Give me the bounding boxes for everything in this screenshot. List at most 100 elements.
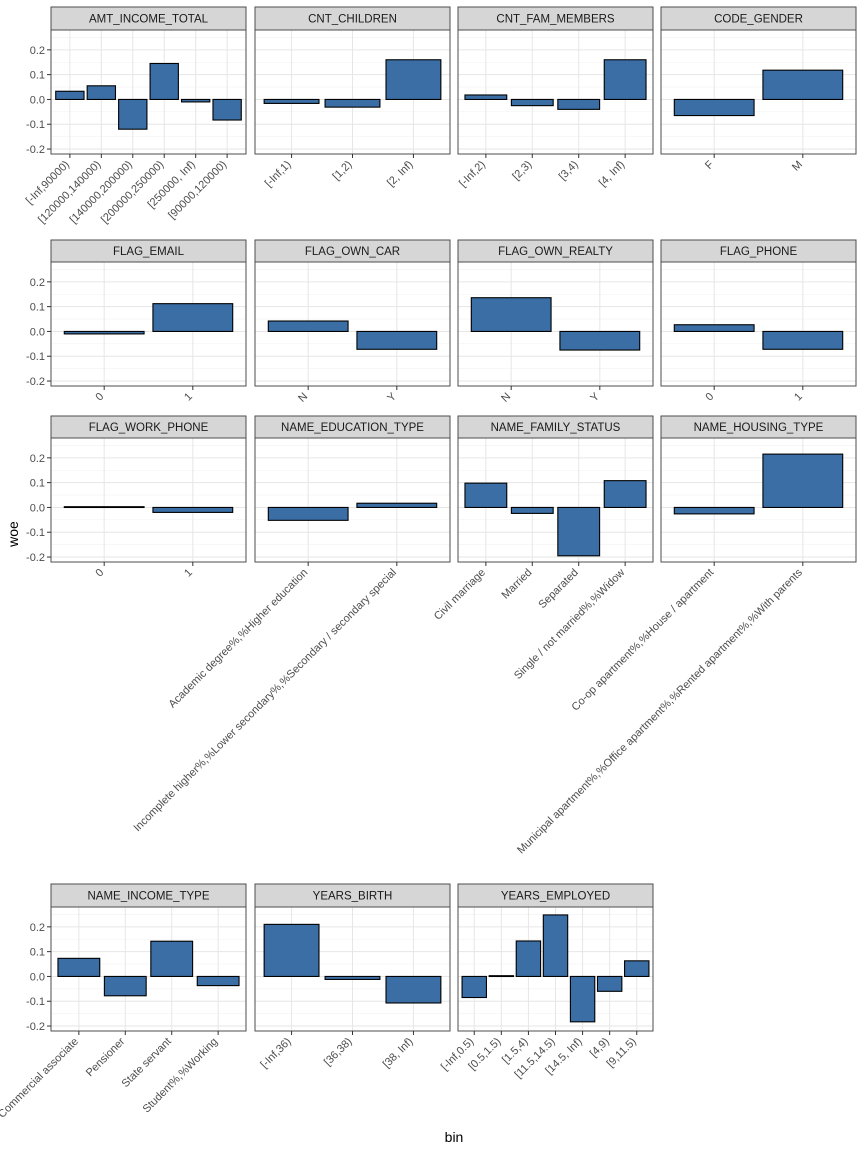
panel-title: FLAG_PHONE [720, 246, 798, 258]
panel-border [457, 261, 654, 387]
bar-120000-140000 [86, 85, 117, 100]
x-tick-label: Pensioner [84, 1035, 128, 1079]
panel-border [660, 261, 857, 387]
panel-title: FLAG_WORK_PHONE [89, 422, 209, 434]
bar-4-inf [603, 59, 647, 100]
x-tick-label: M [790, 159, 805, 174]
x-tick-label: 1 [182, 567, 195, 580]
y-tick-label: 0.0 [30, 502, 45, 514]
y-tick-label: -0.1 [26, 527, 45, 539]
x-tick-label: [9,11.5) [605, 1036, 639, 1070]
x-tick-label: 1 [792, 391, 805, 404]
bar-14-5-inf [569, 975, 596, 1023]
panel-flag-email: FLAG_EMAIL 0 1 -0.2 -0.1 0.0 0.1 0.2 [26, 239, 247, 404]
panel-border [50, 437, 247, 563]
panel-border [50, 261, 247, 387]
y-tick-label: -0.1 [26, 119, 45, 131]
bar-4-9 [596, 975, 623, 992]
panel-flag-own-realty: FLAG_OWN_REALTY N Y [457, 239, 654, 405]
panel-title: FLAG_OWN_CAR [305, 246, 400, 258]
x-tick-label: 0 [93, 391, 106, 404]
x-tick-label: N [296, 391, 310, 405]
panel-title: YEARS_BIRTH [313, 891, 393, 903]
y-tick-label: -0.2 [26, 376, 45, 388]
facet-panels: AMT_INCOME_TOTAL[-Inf,90000)[120000,1400… [0, 6, 857, 1121]
x-tick-label: [2,3) [510, 159, 534, 183]
x-tick-label: [38, Inf) [381, 1036, 416, 1071]
bar-0 [63, 330, 145, 335]
x-tick-label: F [703, 158, 716, 171]
x-tick-label: [-Inf,2) [457, 159, 488, 190]
panel-title: NAME_EDUCATION_TYPE [281, 422, 424, 434]
x-tick-label: Y [588, 390, 602, 404]
bar-38-inf [385, 975, 442, 1004]
bar-municipal-apartment-office-apartment-rented-apartment-with-parents [762, 453, 844, 508]
x-tick-label: 0 [703, 391, 716, 404]
panel-title: NAME_HOUSING_TYPE [694, 422, 824, 434]
bar-academic-degree-higher-education [267, 506, 349, 521]
bar-0 [673, 324, 755, 332]
bar-1-2 [324, 98, 381, 108]
x-tick-label: Commercial associate [0, 1036, 81, 1121]
bar-co-op-apartment-house-apartment [673, 506, 755, 515]
bar-1-5-4 [515, 940, 542, 977]
panel-title: CNT_FAM_MEMBERS [496, 14, 615, 26]
x-tick-label: [36,38) [322, 1036, 355, 1069]
panel-title: FLAG_EMAIL [113, 246, 185, 258]
panel-border [50, 906, 247, 1032]
x-tick-label: 0 [93, 567, 106, 580]
bar-1 [152, 506, 234, 513]
x-tick-label: [2, Inf) [385, 159, 416, 190]
x-tick-label: [4,9) [588, 1036, 612, 1060]
bar-f [673, 98, 755, 117]
panel-title: YEARS_EMPLOYED [501, 891, 610, 903]
x-tick-label: [90000,120000) [166, 159, 229, 222]
x-tick-label: Civil marriage [432, 567, 488, 623]
y-tick-label: 0.0 [30, 971, 45, 983]
x-axis-title: bin [445, 1129, 464, 1145]
bar-0-5-1-5 [488, 975, 515, 978]
y-tick-label: -0.1 [26, 996, 45, 1008]
y-tick-label: 0.2 [30, 922, 45, 934]
x-tick-label: N [499, 391, 513, 405]
y-tick-label: 0.1 [30, 947, 45, 959]
y-tick-label: -0.2 [26, 144, 45, 156]
y-tick-label: 0.1 [30, 302, 45, 314]
panel-cnt-fam-members: CNT_FAM_MEMBERS [-Inf,2) [2,3) [3,4) [4, Inf… [457, 6, 654, 190]
panel-flag-phone: FLAG_PHONE 0 1 [660, 239, 857, 404]
bar-inf-36 [263, 923, 320, 977]
bar-9-11-5 [624, 960, 650, 977]
bar-11-5-14-5 [542, 914, 569, 977]
bar-n [267, 320, 349, 332]
panel-title: CODE_GENDER [714, 14, 803, 26]
panel-background [661, 262, 856, 386]
panel-border [660, 29, 857, 155]
panel-background [51, 438, 246, 562]
panel-code-gender: CODE_GENDER F M [660, 6, 857, 174]
bar-1 [762, 330, 844, 350]
panel-name-income-type: NAME_INCOME_TYPE Commercial associate Pens… [0, 883, 247, 1121]
bar-state-servant [150, 940, 194, 977]
x-tick-label: [4, Inf) [597, 159, 628, 190]
bar-1 [152, 303, 234, 332]
bar-2-inf [385, 59, 442, 100]
panel-title: CNT_CHILDREN [308, 14, 397, 26]
y-tick-label: -0.2 [26, 552, 45, 564]
bar-y [356, 330, 438, 350]
y-axis-title: woe [5, 521, 21, 548]
panel-title: NAME_FAMILY_STATUS [491, 422, 621, 434]
panel-border [457, 29, 654, 155]
bar-inf-0-5 [461, 975, 487, 999]
panel-title: NAME_INCOME_TYPE [87, 891, 209, 903]
bar-200000-250000 [149, 62, 179, 100]
bar-civil-marriage [464, 482, 508, 508]
bar-inf-90000 [55, 90, 85, 100]
bar-inf-2 [464, 94, 508, 100]
y-tick-label: -0.2 [26, 1021, 45, 1033]
y-tick-label: 0.1 [30, 478, 45, 490]
y-tick-label: -0.1 [26, 351, 45, 363]
panel-years-employed: YEARS_EMPLOYED[-Inf,0.5)[0.5,1.5)[1.5,4)… [439, 883, 654, 1081]
bar-0 [63, 506, 145, 509]
panel-title: AMT_INCOME_TOTAL [89, 14, 209, 26]
